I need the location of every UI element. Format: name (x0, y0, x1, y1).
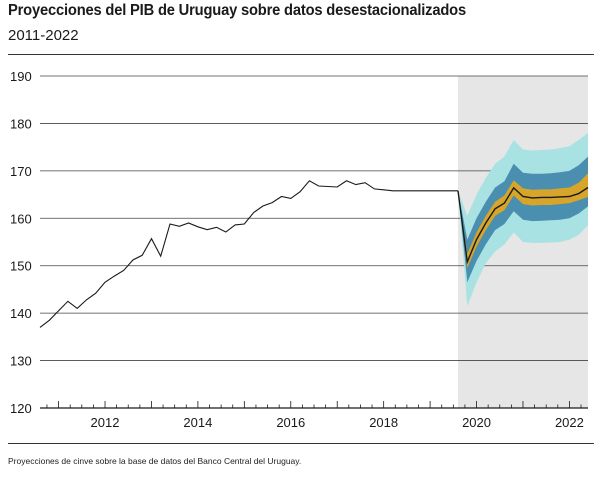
series-line-layer (39, 180, 589, 328)
y-tick-label-150: 150 (10, 259, 32, 274)
y-tick-label-180: 180 (10, 116, 32, 131)
x-tick-label-2022: 2022 (555, 415, 584, 430)
y-tick-label-140: 140 (10, 306, 32, 321)
x-tick-label-2020: 2020 (462, 415, 491, 430)
x-tick-label-2018: 2018 (369, 415, 398, 430)
chart-title: Proyecciones del PIB de Uruguay sobre da… (8, 2, 466, 19)
x-tick-label-2012: 2012 (91, 415, 120, 430)
forecast-band-middle (458, 156, 588, 283)
y-tick-label-120: 120 (10, 401, 32, 416)
source-note: Proyecciones de cinve sobre la base de d… (8, 456, 302, 466)
y-tick-label-170: 170 (10, 164, 32, 179)
y-tick-label-130: 130 (10, 354, 32, 369)
grid-layer (40, 75, 588, 361)
forecast-median-line (457, 186, 589, 265)
y-tick-label-190: 190 (10, 69, 32, 84)
y-tick-labels-layer: 120 130 140 150 160 170 180 190 (10, 69, 32, 416)
x-axis-layer (40, 401, 588, 409)
bottom-rule (8, 443, 594, 444)
x-tick-labels-layer: 2012 2014 2016 2018 2020 2022 (91, 415, 584, 430)
x-tick-label-2014: 2014 (183, 415, 212, 430)
chart-subtitle: 2011-2022 (8, 27, 79, 44)
y-tick-label-160: 160 (10, 211, 32, 226)
historical-line (39, 180, 458, 328)
top-rule (8, 54, 594, 55)
x-tick-label-2016: 2016 (276, 415, 305, 430)
